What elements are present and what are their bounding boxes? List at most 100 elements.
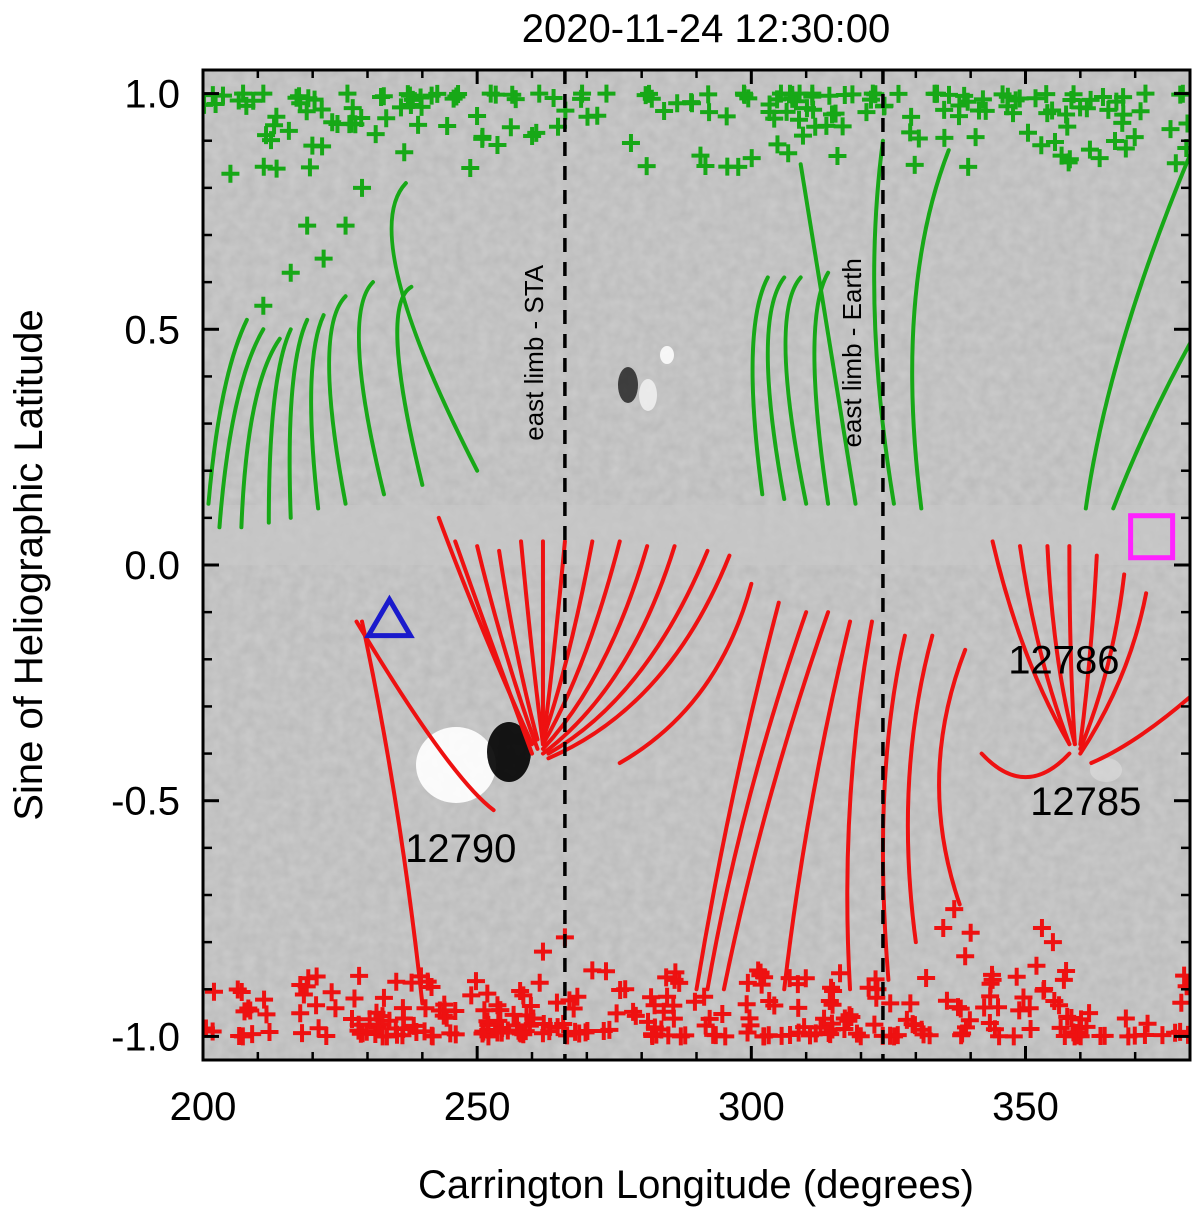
red-footpoint-marker: [1057, 962, 1076, 981]
green-footpoint-marker: [303, 136, 322, 155]
green-footpoint-marker: [828, 146, 847, 165]
green-footpoint-marker: [312, 100, 331, 119]
red-footpoint-marker: [1119, 1027, 1138, 1046]
red-footpoint-marker: [696, 1016, 715, 1035]
green-footpoint-marker: [637, 157, 656, 176]
red-footpoint-marker: [949, 998, 967, 1017]
green-field-line: [910, 148, 951, 511]
green-footpoint-marker: [949, 107, 968, 126]
green-footpoint-marker: [803, 87, 822, 106]
green-footpoint-marker: [742, 149, 761, 168]
green-footpoint-marker: [501, 118, 520, 137]
red-field-line: [475, 544, 540, 751]
annotations-layer: 12790 12786 12785: [405, 638, 1141, 871]
green-footpoint-marker: [374, 87, 393, 106]
red-footpoint-marker: [350, 966, 369, 985]
green-footpoint-marker: [700, 103, 719, 122]
green-footpoint-marker: [621, 134, 640, 153]
red-footpoint-marker: [934, 919, 953, 937]
green-footpoint-marker: [1107, 92, 1126, 111]
y-tick-label: 0.0: [124, 544, 180, 588]
green-footpoint-marker: [833, 117, 852, 136]
green-footpoint-marker: [636, 86, 655, 105]
equatorial-band: [203, 505, 1190, 565]
green-footpoint-marker: [572, 89, 591, 108]
green-footpoint-marker: [779, 144, 798, 163]
red-footpoint-marker: [1116, 1009, 1135, 1028]
green-footpoint-marker: [366, 125, 385, 144]
green-footpoint-marker: [1136, 84, 1155, 103]
green-field-line: [356, 280, 386, 497]
red-footpoint-marker: [781, 1025, 800, 1044]
green-footpoint-marker: [976, 101, 995, 120]
red-footpoint-marker: [583, 961, 602, 980]
green-footpoint-marker: [438, 117, 457, 136]
green-footpoint-marker: [578, 107, 597, 126]
red-footpoint-marker: [624, 1002, 643, 1021]
green-footpoint-marker: [1004, 104, 1023, 123]
red-footpoint-marker: [912, 1020, 931, 1039]
red-field-line: [905, 633, 935, 945]
red-footpoint-marker: [239, 999, 258, 1018]
green-footpoint-marker: [401, 95, 420, 114]
red-footpoint-marker: [257, 1005, 276, 1024]
green-footpoint-marker: [1177, 138, 1190, 157]
red-footpoint-marker: [645, 996, 664, 1015]
green-footpoint-marker: [461, 159, 480, 178]
red-footpoint-marker: [975, 998, 994, 1017]
green-footpoint-marker: [826, 104, 845, 123]
y-tick-label: -1.0: [111, 1015, 180, 1059]
red-footpoint-marker: [952, 1026, 971, 1045]
green-field-line: [395, 284, 425, 487]
red-footpoint-marker: [1010, 1001, 1029, 1020]
green-footpoint-marker: [1113, 113, 1132, 132]
red-footpoint-marker: [1177, 977, 1190, 996]
green-footpoint-marker: [281, 263, 300, 282]
red-field-line: [453, 539, 534, 756]
green-footpoint-marker: [768, 90, 787, 109]
red-field-line: [782, 619, 853, 992]
red-footpoint-marker: [1179, 1025, 1190, 1044]
red-footpoint-marker: [594, 1022, 613, 1041]
red-footpoint-marker: [937, 991, 956, 1010]
green-footpoint-marker: [1099, 100, 1118, 119]
red-footpoint-marker: [626, 1006, 645, 1025]
y-tick-label: -0.5: [111, 780, 180, 824]
red-footpoint-marker: [657, 968, 676, 987]
green-footpoint-marker: [398, 85, 417, 104]
red-footpoint-marker: [322, 983, 341, 1002]
red-footpoint-marker: [530, 973, 549, 992]
red-footpoint-marker: [493, 1018, 512, 1037]
red-footpoint-marker: [491, 1001, 510, 1020]
green-footpoint-marker: [523, 126, 542, 145]
red-footpoint-marker: [1035, 979, 1054, 998]
red-footpoint-marker: [956, 947, 975, 966]
red-footpoint-marker: [307, 996, 326, 1015]
red-footpoint-marker: [230, 1027, 249, 1046]
magenta-square-marker: [1128, 513, 1176, 561]
red-field-line: [1067, 544, 1077, 747]
green-footpoint-marker: [468, 106, 487, 125]
green-field-line: [206, 317, 249, 506]
green-footpoint-marker: [336, 216, 355, 235]
red-footpoint-marker: [607, 1004, 626, 1023]
red-footpoint-marker: [983, 970, 1002, 989]
red-footpoint-marker: [204, 982, 223, 1001]
red-footpoint-marker: [558, 1026, 577, 1045]
green-footpoint-marker: [717, 107, 736, 126]
green-footpoint-marker: [257, 126, 276, 145]
green-footpoint-marker: [314, 249, 333, 268]
markers-layer: [364, 513, 1176, 639]
red-footpoint-marker: [654, 1002, 673, 1021]
green-footpoint-marker: [806, 117, 825, 136]
green-footpoint-marker: [391, 98, 410, 117]
red-field-line: [540, 544, 677, 756]
green-footpoint-marker: [506, 90, 525, 109]
y-axis-label: Sine of Heliographic Latitude: [7, 309, 51, 820]
red-footpoint-marker: [533, 942, 552, 961]
red-footpoint-marker: [665, 970, 684, 989]
red-footpoint-marker: [514, 986, 533, 1005]
red-footpoint-marker: [765, 996, 784, 1015]
green-footpoint-marker: [1178, 114, 1190, 133]
